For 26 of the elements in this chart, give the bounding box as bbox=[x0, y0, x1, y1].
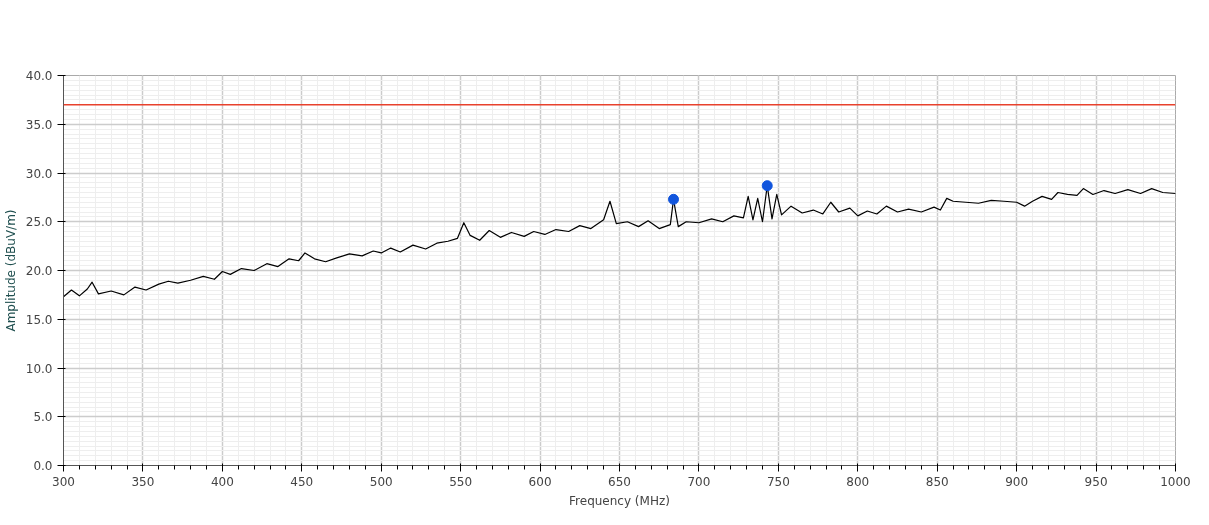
x-tick-label: 800 bbox=[846, 474, 870, 489]
y-tick-label: 10.0 bbox=[25, 361, 53, 376]
x-tick-label: 400 bbox=[210, 474, 234, 489]
x-tick-label: 350 bbox=[131, 474, 155, 489]
y-axis-title: Amplitude (dBuV/m) bbox=[3, 209, 18, 332]
x-tick-label: 300 bbox=[52, 474, 75, 489]
x-tick-label: 900 bbox=[1005, 474, 1029, 489]
y-tick-label: 25.0 bbox=[25, 215, 53, 230]
x-tick-label: 650 bbox=[608, 474, 631, 489]
x-tick-label: 1000 bbox=[1160, 474, 1191, 489]
y-tick-label: 35.0 bbox=[25, 117, 53, 132]
x-tick-label: 550 bbox=[449, 474, 473, 489]
y-tick-label: 0.0 bbox=[33, 459, 53, 473]
x-axis-title: Frequency (MHz) bbox=[569, 493, 670, 508]
y-tick-label: 15.0 bbox=[25, 312, 53, 327]
x-tick-label: 850 bbox=[925, 474, 949, 489]
x-tick-label: 700 bbox=[687, 474, 711, 489]
x-tick-label: 600 bbox=[528, 474, 552, 489]
y-tick-label: 40.0 bbox=[25, 69, 53, 83]
x-tick-label: 500 bbox=[369, 474, 393, 489]
y-tick-label: 30.0 bbox=[25, 166, 53, 181]
y-tick-label: 20.0 bbox=[25, 264, 53, 278]
y-tick-label: 5.0 bbox=[33, 410, 53, 425]
x-tick-label: 750 bbox=[766, 474, 790, 489]
x-tick-label: 950 bbox=[1084, 474, 1108, 489]
x-tick-label: 450 bbox=[290, 474, 314, 489]
